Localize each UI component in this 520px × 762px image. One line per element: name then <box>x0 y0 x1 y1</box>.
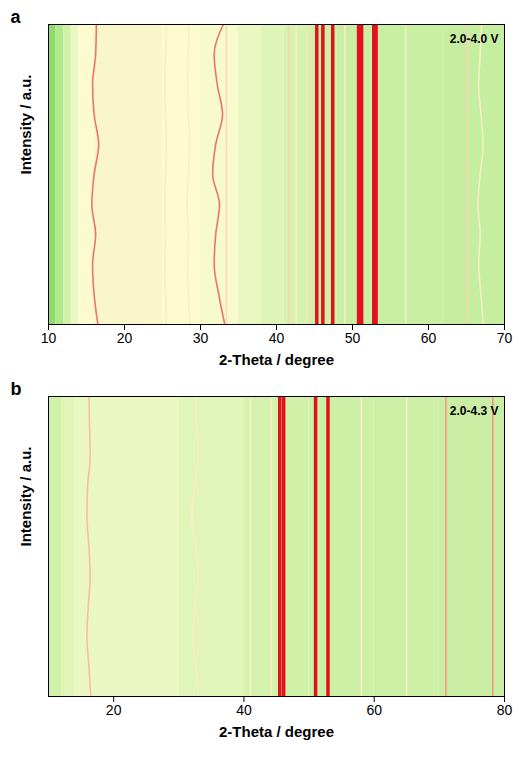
svg-text:20: 20 <box>117 330 133 346</box>
svg-text:60: 60 <box>421 330 437 346</box>
svg-text:b: b <box>11 379 22 399</box>
svg-text:a: a <box>11 7 22 27</box>
svg-text:40: 40 <box>236 702 252 718</box>
svg-text:20: 20 <box>106 702 122 718</box>
svg-text:40: 40 <box>269 330 285 346</box>
svg-text:60: 60 <box>366 702 382 718</box>
svg-text:10: 10 <box>41 330 57 346</box>
svg-text:50: 50 <box>345 330 361 346</box>
svg-text:80: 80 <box>497 702 513 718</box>
svg-text:Intensity / a.u.: Intensity / a.u. <box>17 74 34 174</box>
svg-text:70: 70 <box>497 330 513 346</box>
svg-text:2.0-4.0 V: 2.0-4.0 V <box>450 32 499 46</box>
svg-text:2-Theta / degree: 2-Theta / degree <box>219 723 334 740</box>
svg-text:30: 30 <box>193 330 209 346</box>
svg-text:Intensity / a.u.: Intensity / a.u. <box>17 446 34 546</box>
svg-text:2-Theta / degree: 2-Theta / degree <box>219 351 334 368</box>
svg-text:2.0-4.3 V: 2.0-4.3 V <box>450 404 499 418</box>
